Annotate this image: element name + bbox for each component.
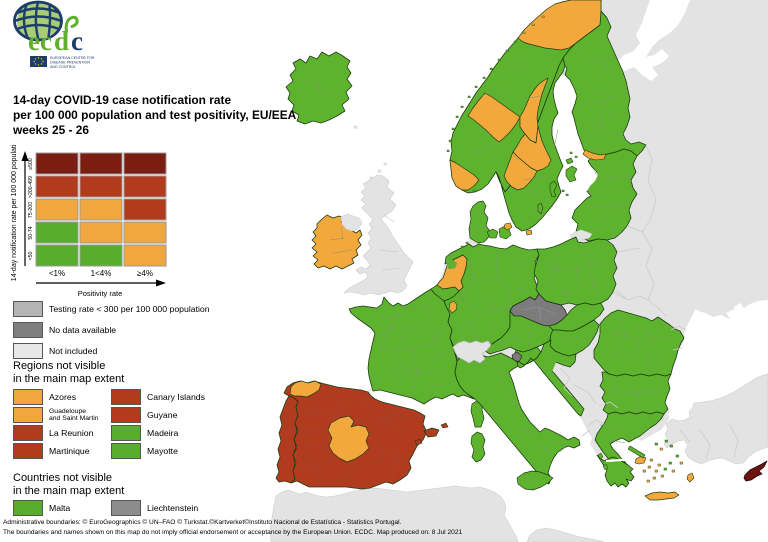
svg-text:DISEASE PREVENTION: DISEASE PREVENTION [50,61,90,65]
svg-text:Positivity rate: Positivity rate [78,289,123,298]
svg-text:1<4%: 1<4% [91,269,112,278]
svg-text:75-200: 75-200 [28,202,34,218]
svg-text:>200-499: >200-499 [28,176,34,198]
svg-text:<1%: <1% [49,269,65,278]
svg-text:ec: ec [28,26,52,56]
svg-text:≥4%: ≥4% [137,269,153,278]
svg-text:≥500: ≥500 [28,158,34,170]
svg-text:d: d [54,26,69,56]
svg-text:EUROPEAN CENTRE FOR: EUROPEAN CENTRE FOR [50,56,95,60]
svg-text:c: c [71,26,83,56]
svg-text:AND CONTROL: AND CONTROL [50,65,76,69]
svg-text:50-74: 50-74 [28,226,34,239]
svg-text:14-day notification rate per 1: 14-day notification rate per 100 000 pop… [11,145,18,281]
svg-text:<50: <50 [28,251,34,260]
